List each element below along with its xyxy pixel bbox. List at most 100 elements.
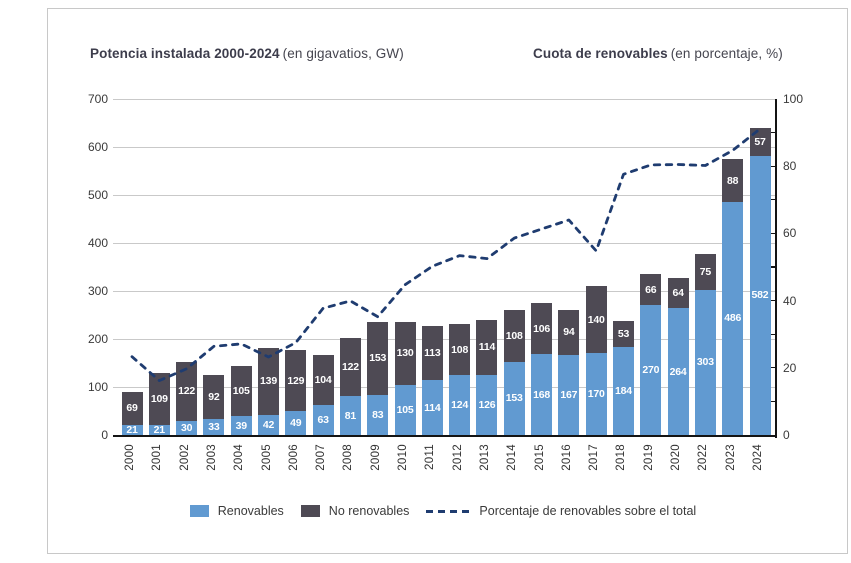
bar-value-no-renovables: 64 [672,286,684,299]
bar-segment-renovables: 167 [558,354,580,435]
x-tick-label: 2019 [642,444,655,471]
bar-value-renovables: 114 [424,401,441,414]
bar-value-renovables: 49 [290,417,302,430]
bar-segment-renovables: 42 [258,414,280,435]
x-tick-label: 2001 [151,444,164,471]
y-left-tick-label: 400 [87,236,108,250]
bar-segment-renovables: 83 [367,395,389,435]
x-tick-label: 2006 [287,444,300,471]
bar-value-renovables: 39 [235,419,247,432]
bar-value-no-renovables: 114 [478,341,496,354]
bar-value-renovables: 83 [372,409,384,422]
gridline [113,386,775,388]
bar-value-renovables: 153 [505,392,523,405]
bar-segment-no-renovables: 113 [421,326,443,381]
gridline [113,194,775,196]
bar-value-no-renovables: 109 [150,392,168,405]
bar-value-no-renovables: 53 [617,327,630,340]
y-left-tick-label: 100 [87,380,108,394]
bar-value-no-renovables: 153 [369,352,387,365]
bar-value-renovables: 167 [560,388,578,401]
legend-dashed-line-sample [426,509,471,513]
bar-segment-no-renovables: 140 [585,286,607,354]
bar-value-no-renovables: 129 [287,374,305,387]
x-tick-label: 2003 [205,444,218,471]
bar-segment-no-renovables: 129 [285,349,307,412]
x-tick-label: 2002 [178,444,191,471]
x-tick-label: 2016 [560,444,573,471]
bar-segment-no-renovables: 130 [394,322,416,385]
y-left-tick-label: 300 [87,284,108,298]
bar-value-no-renovables: 104 [314,373,332,386]
bar-segment-no-renovables: 104 [312,354,334,405]
legend-label-share-line: Porcentaje de renovables sobre el total [479,504,697,518]
right-axis-title: Cuota de renovables (en porcentaje, %) [533,46,783,61]
bar-value-renovables: 30 [180,421,193,434]
bar-segment-renovables: 114 [421,380,443,435]
bar-value-renovables: 582 [751,289,769,302]
bar-segment-renovables: 49 [285,411,307,435]
bar-segment-renovables: 21 [148,423,170,436]
bar-value-no-renovables: 94 [563,326,575,339]
bar-segment-no-renovables: 108 [503,309,525,362]
right-axis-tick [770,300,775,302]
bar-segment-renovables: 184 [612,346,634,435]
left-axis-title-bold: Potencia instalada 2000-2024 [90,46,280,61]
x-tick-label: 2010 [397,444,410,471]
bar-value-renovables: 170 [587,388,605,401]
x-tick-label: 2018 [615,444,628,471]
bar-segment-no-renovables: 92 [203,375,225,420]
bar-segment-no-renovables: 153 [367,321,389,396]
bar-value-no-renovables: 66 [645,283,657,296]
bar-value-no-renovables: 122 [341,360,359,373]
bar-value-no-renovables: 88 [727,174,739,187]
bar-value-renovables: 105 [396,403,414,416]
x-tick-label: 2014 [506,444,519,471]
x-tick-label: 2007 [315,444,328,471]
x-tick-label: 2000 [124,444,136,471]
bar-value-no-renovables: 75 [699,265,712,278]
gridline [113,242,775,244]
bar-segment-no-renovables: 106 [531,303,553,355]
bar-segment-no-renovables: 94 [558,309,580,355]
share-percentage-line [130,127,762,383]
bar-value-renovables: 21 [153,423,165,436]
gridline [113,338,775,340]
bar-value-no-renovables: 57 [754,135,766,148]
x-tick-label: 2024 [752,444,764,471]
bar-segment-renovables: 21 [121,425,143,435]
x-tick-label: 2017 [588,444,601,471]
bar-segment-renovables: 30 [176,420,198,435]
share-percentage-polyline [130,127,762,383]
y-right-tick-label: 20 [783,360,797,375]
x-tick-label: 2023 [724,444,737,471]
bar-value-renovables: 63 [317,413,329,426]
x-axis-line [113,434,776,438]
x-tick-label: 2009 [369,444,382,471]
y-left-tick-label: 500 [87,188,108,202]
x-tick-label: 2005 [260,444,273,471]
right-axis-tick [770,165,775,167]
bar-value-no-renovables: 139 [260,375,277,388]
y-left-tick-label: 600 [87,140,108,154]
y-right-tick-label: 40 [783,293,797,308]
gridline [113,98,775,100]
bar-segment-no-renovables: 57 [749,128,771,156]
bar-value-renovables: 124 [451,399,469,412]
gridline [113,290,775,292]
bar-value-renovables: 42 [262,418,275,431]
bar-value-no-renovables: 108 [451,343,469,356]
right-axis-tick [770,199,775,201]
x-tick-label: 2013 [478,444,491,471]
right-axis-tick [770,400,775,402]
bar-value-renovables: 486 [724,312,742,325]
bar-segment-no-renovables: 105 [230,365,252,417]
right-axis-tick [770,266,775,268]
y-right-tick-label: 100 [783,92,804,106]
legend-swatch-renovables [189,505,209,517]
bar-segment-renovables: 124 [449,375,471,435]
bar-segment-renovables: 303 [694,289,716,435]
bar-segment-no-renovables: 122 [176,362,198,421]
y-left-tick-label: 700 [87,92,108,106]
